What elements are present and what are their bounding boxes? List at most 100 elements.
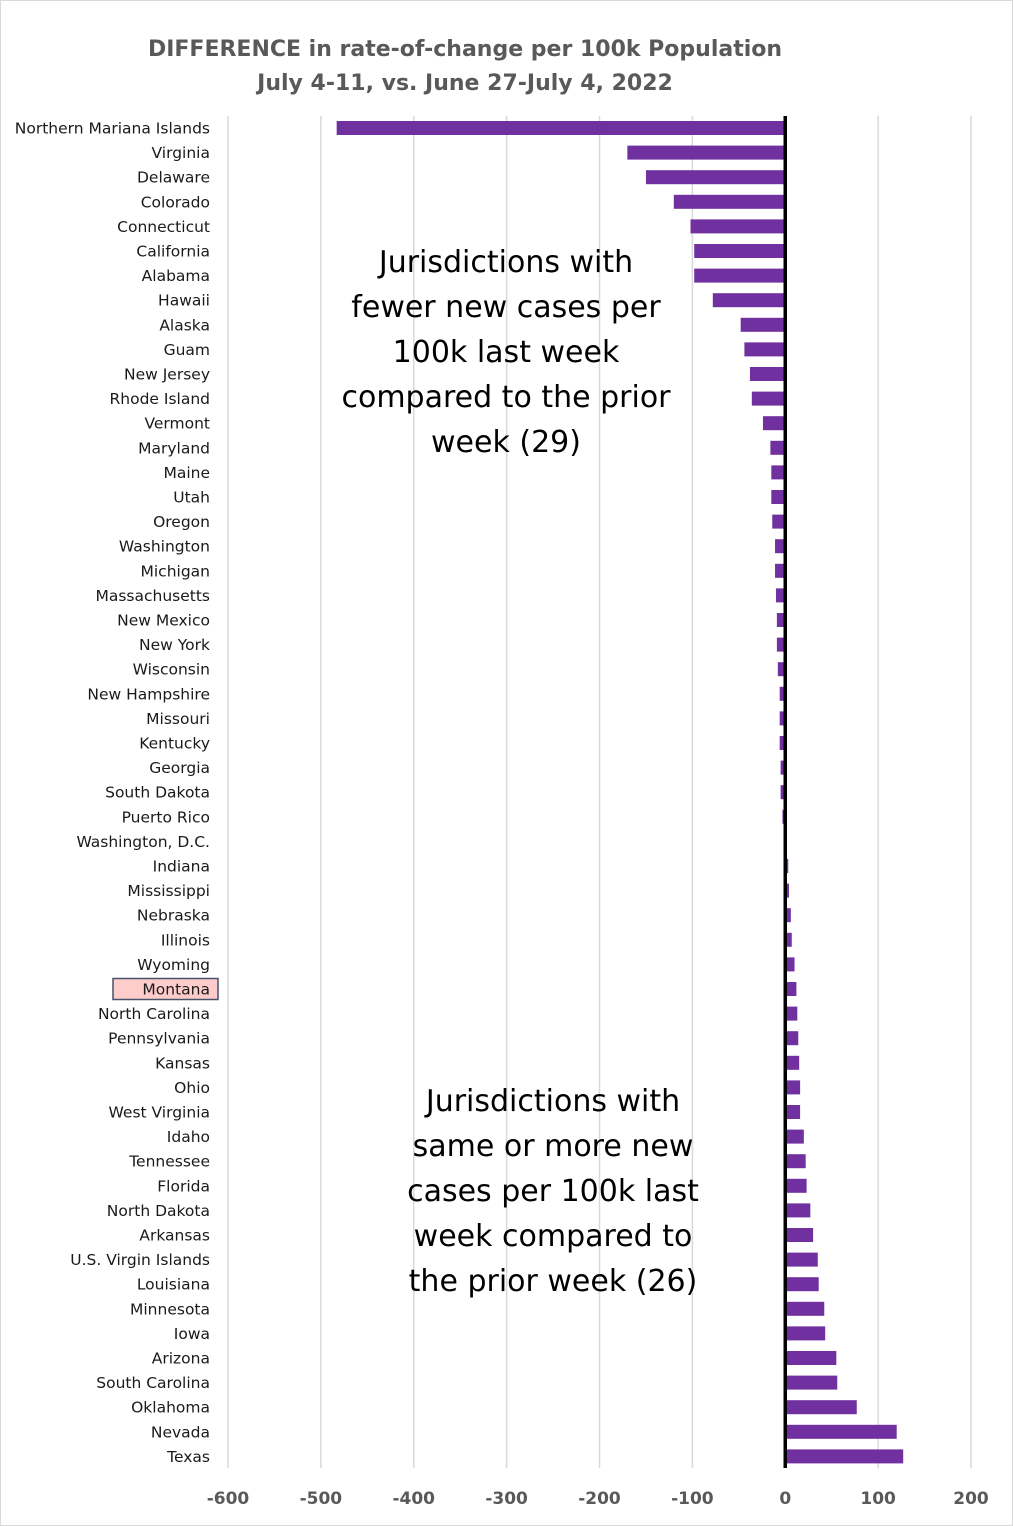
category-label: Maine	[163, 464, 210, 482]
annotation-line: same or more new	[413, 1129, 694, 1164]
x-tick-label: -300	[485, 1489, 528, 1509]
x-tick-label: 100	[860, 1489, 896, 1509]
category-label: Michigan	[141, 562, 211, 580]
bar	[776, 613, 784, 627]
category-label: New Hampshire	[87, 685, 210, 703]
bar	[694, 268, 784, 283]
annotation-line: 100k last week	[393, 335, 620, 370]
bar	[694, 244, 784, 258]
category-label: Arizona	[152, 1350, 210, 1368]
bar	[786, 1375, 838, 1390]
category-label: Illinois	[161, 931, 210, 949]
bar	[786, 1400, 857, 1415]
bar	[627, 145, 784, 160]
bar	[771, 490, 784, 504]
annotation-line: Jurisdictions with	[377, 245, 633, 280]
category-label: Connecticut	[117, 218, 210, 236]
x-tick-label: -200	[578, 1489, 621, 1509]
category-label: South Carolina	[96, 1374, 210, 1392]
category-label: New Jersey	[124, 366, 210, 384]
bar	[786, 1055, 800, 1070]
annotation-line: compared to the prior	[341, 380, 671, 415]
bar	[786, 1277, 819, 1292]
x-tick-label: -600	[207, 1489, 250, 1509]
bar	[786, 1252, 818, 1267]
category-label: Vermont	[144, 415, 210, 433]
x-tick-label: -500	[300, 1489, 343, 1509]
bar	[775, 563, 784, 578]
bar	[777, 662, 784, 677]
bar	[751, 391, 784, 406]
bar	[786, 1154, 806, 1169]
category-label: Delaware	[137, 169, 210, 187]
category-label: Pennsylvania	[108, 1030, 210, 1048]
category-labels: Northern Mariana Islands Virginia Delaware…	[15, 120, 219, 1466]
bar	[779, 711, 784, 726]
gridlines	[227, 116, 972, 1468]
category-label: Northern Mariana Islands	[15, 120, 210, 138]
category-label: Minnesota	[130, 1300, 210, 1318]
x-tick-labels: -600 -500 -400 -300 -200 -100 0 100 200	[207, 1489, 989, 1509]
bar	[749, 367, 784, 381]
category-label: North Dakota	[107, 1202, 210, 1220]
bar	[786, 1351, 837, 1365]
category-label: Idaho	[167, 1128, 210, 1146]
bar	[712, 293, 784, 308]
category-label: Wisconsin	[133, 661, 210, 679]
bar	[786, 1301, 825, 1316]
bar	[776, 637, 784, 652]
bar	[779, 736, 784, 750]
annotation-line: week (29)	[431, 425, 581, 460]
bar	[786, 908, 791, 923]
bar	[744, 342, 784, 357]
annotation-line: the prior week (26)	[409, 1264, 698, 1299]
bar	[786, 1424, 897, 1439]
bar	[772, 514, 784, 529]
bar	[786, 1203, 811, 1218]
category-label: Alabama	[142, 267, 210, 285]
category-label: Oregon	[153, 513, 210, 531]
category-label: Ohio	[174, 1079, 210, 1097]
bar	[780, 785, 784, 800]
category-label: Washington	[119, 538, 210, 556]
category-label: Missouri	[146, 710, 210, 728]
bar	[780, 760, 784, 775]
highlight-box	[112, 977, 219, 1001]
category-label: Nebraska	[137, 907, 210, 925]
bar	[786, 1449, 904, 1464]
category-label: Iowa	[174, 1325, 210, 1343]
x-tick-label: -400	[392, 1489, 435, 1509]
annotation-line: week compared to	[414, 1219, 693, 1254]
bar	[336, 121, 784, 135]
bar	[645, 170, 784, 185]
category-label: Louisiana	[137, 1276, 210, 1294]
category-label: California	[136, 243, 210, 261]
chart-title-line-2: July 4-11, vs. June 27-July 4, 2022	[255, 71, 673, 96]
bar	[786, 1006, 798, 1021]
category-label: Montana	[142, 981, 210, 999]
category-label: Kansas	[155, 1054, 210, 1072]
bar	[770, 440, 784, 455]
category-label: Nevada	[151, 1423, 210, 1441]
annotation-line: cases per 100k last	[407, 1174, 699, 1209]
bar	[786, 859, 789, 873]
category-label: Arkansas	[139, 1227, 210, 1245]
category-label: Kentucky	[139, 735, 210, 753]
category-label: Washington, D.C.	[76, 833, 210, 851]
category-label: South Dakota	[105, 784, 210, 802]
bar	[775, 588, 784, 603]
bar	[782, 809, 784, 824]
annotation-line: Jurisdictions with	[424, 1084, 680, 1119]
category-label: U.S. Virgin Islands	[70, 1251, 210, 1269]
annotation-line: fewer new cases per	[351, 290, 661, 325]
category-label: New Mexico	[117, 612, 210, 630]
category-label: Maryland	[138, 439, 210, 457]
category-label: Florida	[157, 1177, 210, 1195]
bar	[786, 1080, 801, 1095]
bar	[786, 883, 789, 898]
category-label: Guam	[164, 341, 210, 359]
category-label: Georgia	[149, 759, 210, 777]
bar	[762, 416, 784, 431]
bar	[786, 1178, 807, 1193]
